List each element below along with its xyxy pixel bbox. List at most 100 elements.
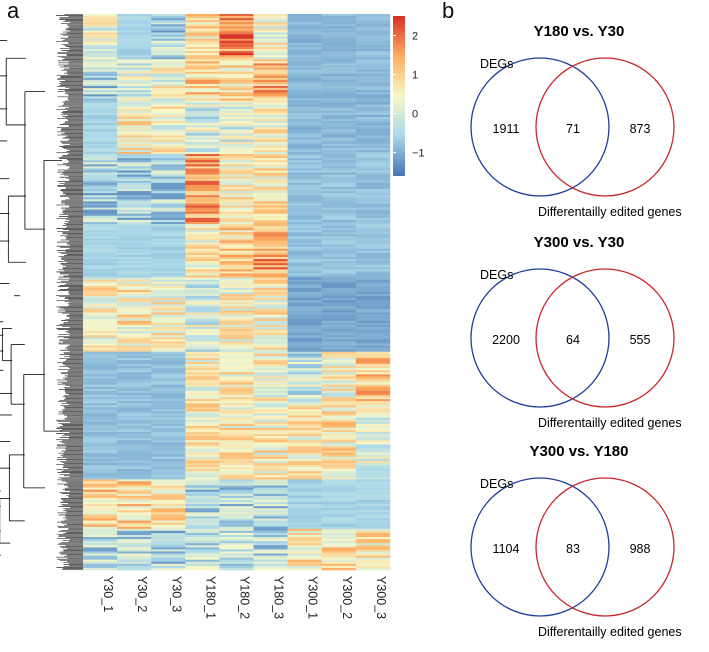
heatmap-cell — [219, 184, 254, 188]
heatmap-cell — [185, 349, 220, 353]
heatmap-cell — [287, 359, 322, 363]
heatmap-cell — [253, 438, 288, 441]
heatmap-cell — [219, 460, 254, 464]
heatmap-cell — [151, 20, 186, 23]
heatmap-cell — [219, 407, 254, 410]
heatmap-cell — [287, 131, 322, 134]
heatmap-cell — [83, 201, 118, 204]
heatmap-cell — [355, 473, 391, 476]
heatmap-cell — [253, 479, 288, 482]
heatmap-cell — [321, 254, 357, 258]
heatmap-cell — [355, 504, 391, 507]
heatmap-cell — [287, 77, 322, 81]
heatmap-cell — [321, 116, 357, 120]
heatmap-cell — [83, 534, 118, 538]
heatmap-cell — [185, 160, 220, 163]
heatmap-cell — [321, 63, 357, 66]
heatmap-cell — [185, 32, 220, 35]
heatmap-cell — [355, 485, 391, 488]
heatmap-cell — [151, 485, 186, 488]
heatmap-cell — [253, 203, 288, 206]
heatmap-cell — [185, 92, 220, 95]
heatmap-cell — [185, 269, 220, 272]
heatmap-cell — [321, 16, 357, 19]
heatmap-cell — [117, 119, 152, 122]
heatmap-cell — [287, 543, 322, 546]
heatmap-cell — [185, 244, 220, 247]
heatmap-cell — [287, 14, 322, 17]
heatmap-cell — [151, 108, 186, 112]
heatmap-cell — [321, 456, 357, 460]
heatmap-cell — [287, 182, 322, 186]
heatmap-cell — [253, 57, 288, 60]
heatmap-cell — [83, 397, 118, 400]
heatmap-cell — [83, 294, 118, 297]
heatmap-cell — [83, 559, 118, 563]
heatmap-cell — [219, 372, 254, 375]
heatmap-cell — [253, 184, 288, 188]
heatmap-cell — [321, 351, 357, 355]
heatmap-cell — [287, 553, 322, 556]
heatmap-cell — [355, 59, 391, 62]
heatmap-cell — [321, 543, 357, 546]
heatmap-cell — [355, 318, 391, 322]
heatmap-cell — [83, 444, 118, 447]
heatmap-cell — [253, 236, 288, 239]
heatmap-cell — [185, 310, 220, 313]
heatmap-cell — [321, 20, 357, 23]
heatmap-cell — [287, 477, 322, 480]
heatmap-cell — [151, 250, 186, 254]
heatmap-cell — [321, 353, 357, 357]
heatmap-cell — [185, 123, 220, 126]
panel-label-a: a — [7, 0, 20, 23]
heatmap-cell — [185, 357, 220, 361]
heatmap-cell — [151, 378, 186, 381]
heatmap-cell — [151, 201, 186, 204]
heatmap-cell — [219, 561, 254, 565]
heatmap-cell — [287, 324, 322, 328]
heatmap-cell — [355, 528, 391, 532]
heatmap-cell — [253, 51, 288, 54]
heatmap-cell — [151, 403, 186, 406]
heatmap-cell — [117, 359, 152, 363]
heatmap-cell — [287, 333, 322, 336]
heatmap-cell — [83, 149, 118, 153]
heatmap-cell — [219, 242, 254, 245]
heatmap-cell — [321, 491, 357, 495]
heatmap-cell — [185, 355, 220, 359]
heatmap-cell — [253, 561, 288, 565]
heatmap-cell — [253, 40, 288, 44]
heatmap-cell — [287, 265, 322, 268]
heatmap-cell — [185, 143, 220, 147]
heatmap-cell — [287, 224, 322, 227]
heatmap-cell — [151, 329, 186, 332]
heatmap-cell — [355, 423, 391, 427]
heatmap-cell — [219, 145, 254, 149]
heatmap-cell — [151, 341, 186, 344]
heatmap-cell — [355, 119, 391, 122]
heatmap-cell — [219, 162, 254, 165]
heatmap-cell — [287, 271, 322, 274]
heatmap-cell — [321, 168, 357, 171]
heatmap-cell — [185, 409, 220, 412]
heatmap-cell — [219, 46, 254, 50]
heatmap-cell — [83, 186, 118, 190]
heatmap-cell — [151, 265, 186, 268]
heatmap-cell — [219, 294, 254, 297]
heatmap-cell — [219, 541, 254, 544]
heatmap-cell — [355, 279, 391, 282]
heatmap-cell — [219, 224, 254, 227]
heatmap-cell — [117, 219, 152, 223]
heatmap-cell — [321, 364, 357, 367]
heatmap-cell — [117, 125, 152, 128]
heatmap-cell — [219, 79, 254, 83]
heatmap-cell — [253, 59, 288, 62]
heatmap-cell — [321, 203, 357, 206]
heatmap-cell — [219, 359, 254, 363]
heatmap-cell — [219, 160, 254, 163]
heatmap-cell — [253, 514, 288, 517]
heatmap-cell — [287, 259, 322, 262]
heatmap-cell — [321, 125, 357, 128]
heatmap-cell — [185, 42, 220, 46]
heatmap-cell — [321, 145, 357, 149]
